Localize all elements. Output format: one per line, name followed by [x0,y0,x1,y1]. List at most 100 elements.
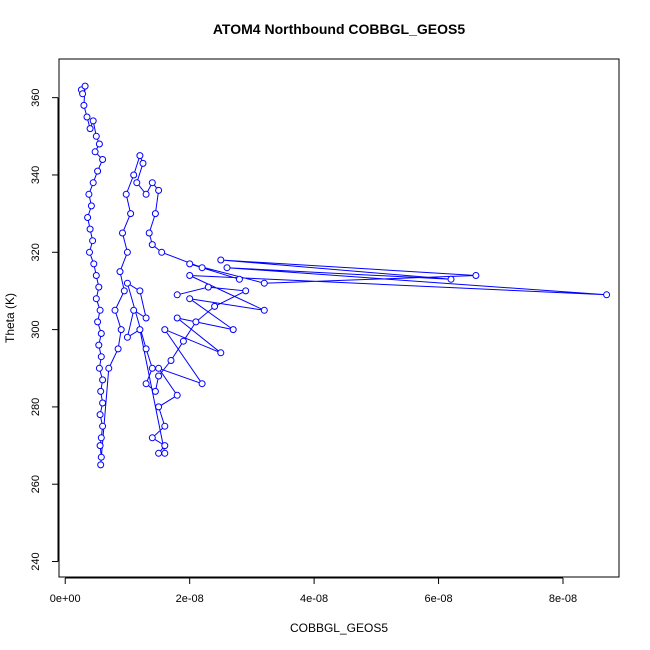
data-point [186,295,194,303]
y-tick-label: 320 [30,243,42,261]
data-point [91,148,99,156]
data-point [80,101,88,109]
data-point [95,364,103,372]
x-tick-label: 4e-08 [300,593,328,605]
data-point [229,326,237,334]
data-point [173,291,181,299]
data-point [155,186,163,194]
data-point [472,272,480,279]
data-point [99,399,107,407]
data-point [95,140,103,148]
data-point [130,171,138,179]
data-point [148,434,156,442]
data-point [142,380,150,388]
data-point [198,264,206,272]
data-point [97,387,105,395]
data-point [145,229,153,237]
data-point [99,376,107,384]
data-point [117,326,125,334]
data-point [155,403,163,411]
data-point [97,453,105,461]
data-point [119,229,126,237]
data-point [179,337,187,345]
data-point [186,260,194,268]
x-tick-label: 2e-08 [176,593,204,605]
data-point [94,167,102,175]
data-point [111,306,119,314]
chart-title: ATOM4 Northbound COBBGL_GEOS5 [213,21,465,37]
data-point [161,442,169,450]
data-point [96,306,104,314]
data-point [167,357,175,364]
data-point [122,190,130,198]
y-tick-label: 280 [30,398,42,416]
x-axis: 0e+00 2e-08 4e-08 6e-08 8e-08 [50,577,577,605]
data-point [447,275,455,283]
data-point [96,411,104,419]
x-tick-label: 0e+00 [50,593,81,605]
data-point [89,179,97,187]
data-point [120,287,128,295]
data-point [123,333,131,341]
data-point [603,291,611,299]
x-axis-label: COBBGL_GEOS5 [290,621,388,635]
data-point [86,248,93,256]
data-point [217,349,225,357]
data-point [89,237,97,245]
data-point [116,268,124,276]
data-point [142,190,150,198]
data-point [217,256,225,264]
data-point [148,179,156,187]
data-point [151,210,159,218]
y-tick-label: 300 [30,320,42,338]
data-point [235,275,243,283]
data-point [148,241,156,249]
data-point [151,387,159,395]
data-point [87,202,95,210]
data-point [173,391,181,399]
data-point [186,272,194,279]
data-point [158,248,166,256]
x-tick-label: 8e-08 [549,593,577,605]
data-point [155,449,163,457]
y-tick-label: 360 [30,88,42,106]
series-layer [77,82,611,469]
data-point [204,283,212,291]
data-point [90,260,98,268]
data-point [155,364,163,372]
x-tick-label: 6e-08 [424,593,452,605]
data-point [94,318,102,326]
data-point [161,449,169,457]
data-point [89,117,97,125]
plot-frame [58,58,620,578]
data-point [192,318,200,326]
data-point [133,179,141,187]
data-point [223,264,231,272]
data-point [198,380,206,388]
data-point [99,156,107,163]
data-point [142,345,150,353]
data-point [79,90,87,98]
data-point [81,82,89,90]
data-point [242,287,250,295]
data-point [83,113,91,121]
data-point [260,306,268,314]
data-point [97,461,105,469]
data-point [173,314,181,322]
data-point [161,422,169,430]
y-axis-label: Theta (K) [3,293,17,343]
data-point [136,152,144,160]
data-point [155,372,163,380]
data-point [211,302,219,310]
data-point [142,314,150,322]
y-tick-label: 240 [30,552,42,570]
data-point [86,225,94,233]
data-point [95,341,103,349]
data-point [97,434,105,442]
data-point [97,353,105,361]
data-point [130,306,138,314]
data-point [96,442,104,450]
data-point [260,279,268,287]
data-point [136,287,144,295]
